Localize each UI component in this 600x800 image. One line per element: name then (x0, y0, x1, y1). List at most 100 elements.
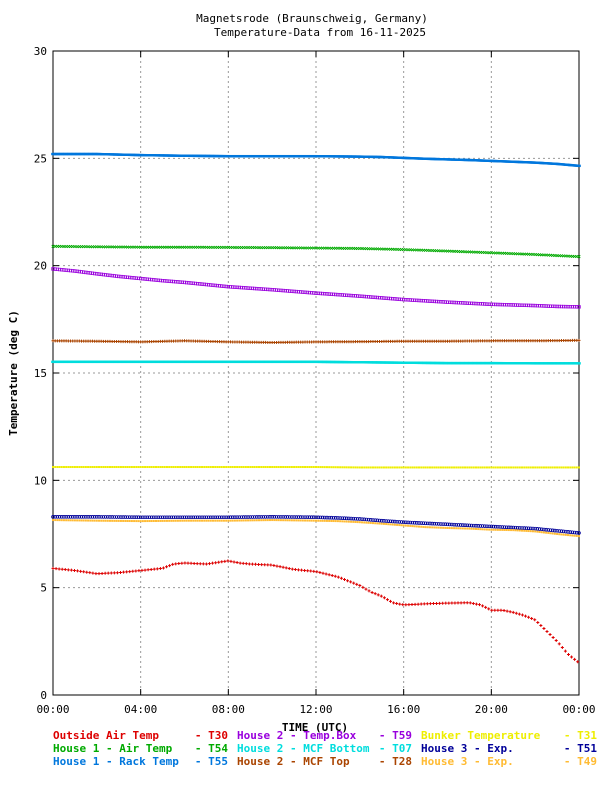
data-point (211, 466, 214, 469)
data-point (549, 466, 552, 469)
data-point (255, 466, 258, 469)
data-point (211, 515, 215, 520)
data-point (493, 608, 497, 612)
data-point (434, 522, 439, 526)
data-point (204, 562, 208, 566)
data-point (443, 522, 448, 527)
data-point (134, 515, 139, 520)
data-point (126, 519, 129, 522)
data-point (146, 520, 149, 523)
data-point (551, 635, 555, 639)
data-point (421, 299, 426, 303)
data-point (366, 295, 371, 299)
data-point (161, 566, 165, 570)
data-point (318, 515, 323, 520)
data-point (73, 269, 77, 273)
data-point (157, 519, 160, 522)
data-point (490, 466, 493, 469)
data-point (263, 563, 267, 567)
data-point (53, 515, 57, 519)
data-point (467, 523, 472, 528)
data-point (228, 285, 233, 289)
data-point (147, 277, 152, 282)
data-point (382, 466, 385, 469)
data-point (299, 519, 302, 522)
data-point (185, 519, 188, 522)
data-point (364, 517, 369, 522)
data-point (382, 519, 386, 523)
data-point (235, 285, 239, 290)
data-point (180, 280, 185, 284)
data-point (450, 466, 453, 469)
data-point (397, 520, 402, 524)
data-point (202, 282, 206, 287)
data-point (569, 466, 572, 469)
data-point (422, 602, 426, 606)
data-point (515, 303, 520, 307)
data-point (415, 466, 418, 469)
data-point (315, 519, 317, 522)
data-point (217, 515, 222, 520)
data-point (244, 562, 248, 566)
data-point (567, 466, 570, 469)
data-point (393, 519, 397, 524)
data-point (101, 272, 106, 277)
data-point (122, 466, 125, 469)
data-point (81, 270, 86, 274)
data-point (485, 524, 489, 529)
data-point (298, 290, 303, 294)
data-point (176, 466, 179, 469)
data-point (445, 300, 450, 304)
data-point (282, 519, 285, 522)
data-point (409, 524, 412, 527)
chart-title: Magnetsrode (Braunschweig, Germany) (196, 12, 428, 25)
data-point (84, 519, 87, 522)
data-point (90, 271, 95, 275)
data-point (510, 529, 513, 532)
data-point (483, 466, 486, 469)
data-point (238, 561, 242, 565)
data-point (538, 466, 541, 469)
data-point (521, 529, 524, 532)
data-point (557, 529, 562, 533)
data-point (423, 521, 428, 526)
data-point (247, 466, 250, 469)
data-point (358, 584, 362, 588)
data-point (215, 515, 220, 520)
data-point (216, 466, 219, 469)
data-point (152, 278, 156, 282)
data-point (270, 515, 274, 519)
data-point (56, 519, 59, 522)
data-point (442, 526, 445, 529)
data-point (333, 516, 338, 520)
data-point (566, 304, 570, 309)
series-6 (51, 515, 581, 535)
data-point (294, 515, 299, 519)
data-point (73, 515, 77, 519)
data-point (299, 466, 302, 469)
data-point (457, 466, 460, 469)
data-point (384, 296, 388, 300)
data-point (542, 304, 546, 308)
data-point (567, 534, 570, 537)
data-point (355, 582, 359, 586)
data-point (507, 525, 511, 530)
data-point (518, 303, 522, 307)
data-point (492, 466, 495, 469)
data-point (420, 525, 423, 528)
data-point (570, 655, 574, 659)
data-point (560, 533, 563, 536)
data-point (413, 602, 417, 606)
data-point (195, 515, 200, 520)
data-point (363, 521, 366, 524)
data-point (170, 466, 173, 469)
data-point (349, 293, 353, 298)
data-point (67, 466, 70, 469)
data-point (342, 516, 347, 521)
data-point (51, 566, 55, 570)
data-point (73, 466, 76, 469)
data-point (121, 275, 125, 279)
data-point (131, 569, 135, 573)
y-tick-label: 20 (34, 260, 47, 273)
data-point (78, 466, 81, 469)
